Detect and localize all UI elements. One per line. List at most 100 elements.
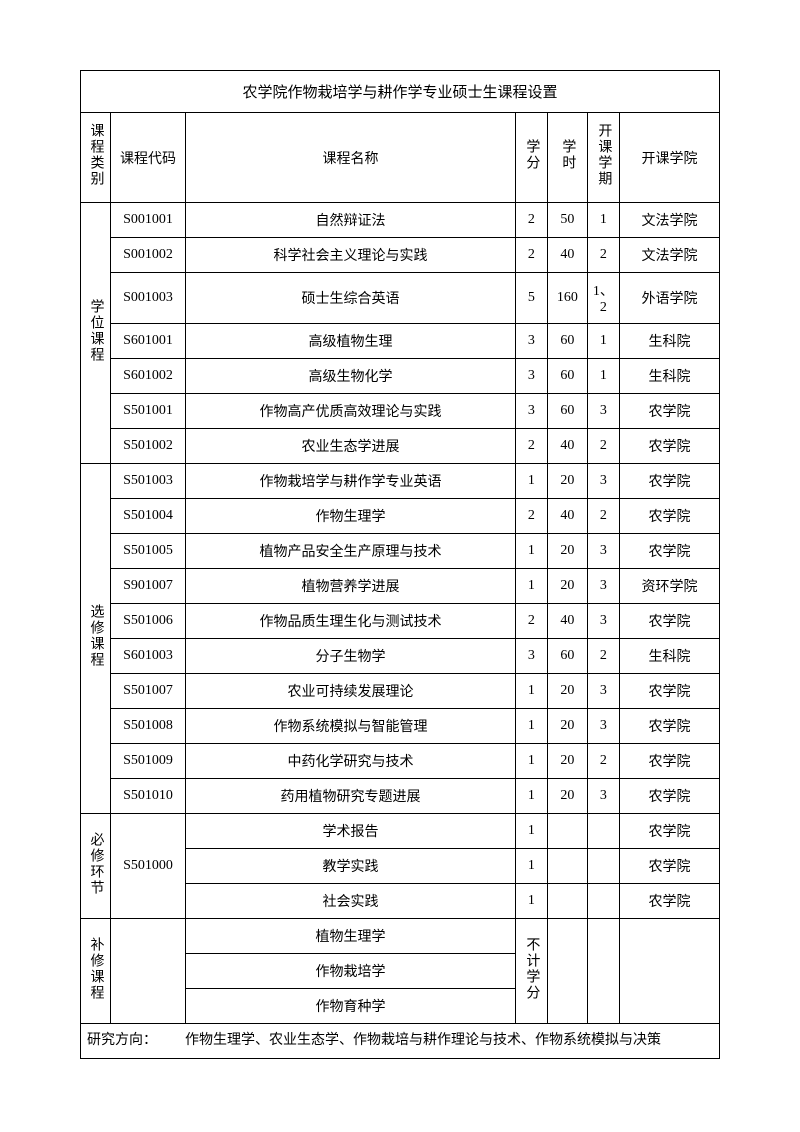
cell-credit: 3 bbox=[515, 324, 547, 359]
cell-college: 农学院 bbox=[619, 394, 719, 429]
cell-term: 3 bbox=[587, 534, 619, 569]
table-row: S501008 作物系统模拟与智能管理 1 20 3 农学院 bbox=[81, 709, 720, 744]
cell-code: S501009 bbox=[111, 744, 186, 779]
cell-code: S501001 bbox=[111, 394, 186, 429]
footer-content: 作物生理学、农业生态学、作物栽培与耕作理论与技术、作物系统模拟与决策 bbox=[185, 1033, 661, 1048]
cell-credit: 3 bbox=[515, 359, 547, 394]
cell-name: 植物产品安全生产原理与技术 bbox=[186, 534, 516, 569]
table-title: 农学院作物栽培学与耕作学专业硕士生课程设置 bbox=[81, 71, 720, 113]
cell-hours: 60 bbox=[547, 639, 587, 674]
cell-college: 资环学院 bbox=[619, 569, 719, 604]
cell-code: S501005 bbox=[111, 534, 186, 569]
cell-term: 2 bbox=[587, 499, 619, 534]
cell-code: S601001 bbox=[111, 324, 186, 359]
table-row: S601003 分子生物学 3 60 2 生科院 bbox=[81, 639, 720, 674]
cell-credit: 1 bbox=[515, 534, 547, 569]
cell-college: 农学院 bbox=[619, 849, 719, 884]
table-row: 补修课程 植物生理学 不计学分 bbox=[81, 919, 720, 954]
cell-hours: 40 bbox=[547, 429, 587, 464]
cell-credit: 2 bbox=[515, 429, 547, 464]
cell-term: 1 bbox=[587, 324, 619, 359]
table-row: S001002 科学社会主义理论与实践 2 40 2 文法学院 bbox=[81, 238, 720, 273]
footer-label: 研究方向： bbox=[87, 1033, 157, 1048]
table-title-row: 农学院作物栽培学与耕作学专业硕士生课程设置 bbox=[81, 71, 720, 113]
cell-code: S601002 bbox=[111, 359, 186, 394]
table-header-row: 课程类别 课程代码 课程名称 学分 学时 开课学期 开课学院 bbox=[81, 113, 720, 203]
cell-name: 中药化学研究与技术 bbox=[186, 744, 516, 779]
cell-college: 外语学院 bbox=[619, 273, 719, 324]
cell-term: 2 bbox=[587, 238, 619, 273]
cell-term: 2 bbox=[587, 744, 619, 779]
cell-college: 农学院 bbox=[619, 534, 719, 569]
cell-hours bbox=[547, 814, 587, 849]
table-row: S501006 作物品质生理生化与测试技术 2 40 3 农学院 bbox=[81, 604, 720, 639]
cell-credit: 1 bbox=[515, 884, 547, 919]
table-row: 必修环节 S501000 学术报告 1 农学院 bbox=[81, 814, 720, 849]
cell-code: S501006 bbox=[111, 604, 186, 639]
cell-credit: 2 bbox=[515, 604, 547, 639]
cell-college: 生科院 bbox=[619, 639, 719, 674]
cell-college: 农学院 bbox=[619, 604, 719, 639]
cell-college: 文法学院 bbox=[619, 238, 719, 273]
cell-code: S501003 bbox=[111, 464, 186, 499]
header-name: 课程名称 bbox=[186, 113, 516, 203]
cell-credit: 1 bbox=[515, 464, 547, 499]
cell-term: 3 bbox=[587, 779, 619, 814]
category-degree: 学位课程 bbox=[81, 203, 111, 464]
cell-code: S901007 bbox=[111, 569, 186, 604]
cell-credit: 1 bbox=[515, 744, 547, 779]
cell-credit: 3 bbox=[515, 394, 547, 429]
cell-hours: 20 bbox=[547, 534, 587, 569]
cell-name: 药用植物研究专题进展 bbox=[186, 779, 516, 814]
cell-name: 作物系统模拟与智能管理 bbox=[186, 709, 516, 744]
cell-code: S501004 bbox=[111, 499, 186, 534]
cell-code: S501000 bbox=[111, 814, 186, 919]
cell-college: 农学院 bbox=[619, 779, 719, 814]
cell-term: 3 bbox=[587, 709, 619, 744]
cell-name: 教学实践 bbox=[186, 849, 516, 884]
cell-term-empty bbox=[587, 919, 619, 1024]
table-row: 学位课程 S001001 自然辩证法 2 50 1 文法学院 bbox=[81, 203, 720, 238]
cell-hours: 50 bbox=[547, 203, 587, 238]
category-remedial: 补修课程 bbox=[81, 919, 111, 1024]
cell-college: 农学院 bbox=[619, 884, 719, 919]
cell-hours: 40 bbox=[547, 238, 587, 273]
cell-term: 3 bbox=[587, 464, 619, 499]
cell-college: 农学院 bbox=[619, 499, 719, 534]
cell-college: 农学院 bbox=[619, 464, 719, 499]
table-row: S601001 高级植物生理 3 60 1 生科院 bbox=[81, 324, 720, 359]
cell-name: 作物品质生理生化与测试技术 bbox=[186, 604, 516, 639]
cell-college: 农学院 bbox=[619, 744, 719, 779]
header-category: 课程类别 bbox=[81, 113, 111, 203]
category-required: 必修环节 bbox=[81, 814, 111, 919]
cell-name: 农业可持续发展理论 bbox=[186, 674, 516, 709]
cell-name: 高级生物化学 bbox=[186, 359, 516, 394]
cell-hours: 40 bbox=[547, 499, 587, 534]
cell-hours: 20 bbox=[547, 744, 587, 779]
cell-name: 农业生态学进展 bbox=[186, 429, 516, 464]
cell-code: S501008 bbox=[111, 709, 186, 744]
cell-name: 学术报告 bbox=[186, 814, 516, 849]
header-credit: 学分 bbox=[515, 113, 547, 203]
cell-name: 高级植物生理 bbox=[186, 324, 516, 359]
cell-code: S601003 bbox=[111, 639, 186, 674]
table-row: S001003 硕士生综合英语 5 160 1、2 外语学院 bbox=[81, 273, 720, 324]
cell-hours: 40 bbox=[547, 604, 587, 639]
cell-college-empty bbox=[619, 919, 719, 1024]
cell-term: 3 bbox=[587, 604, 619, 639]
cell-code: S001003 bbox=[111, 273, 186, 324]
header-term: 开课学期 bbox=[587, 113, 619, 203]
cell-hours bbox=[547, 884, 587, 919]
cell-credit: 2 bbox=[515, 238, 547, 273]
cell-hours bbox=[547, 849, 587, 884]
table-row: S501001 作物高产优质高效理论与实践 3 60 3 农学院 bbox=[81, 394, 720, 429]
cell-name: 社会实践 bbox=[186, 884, 516, 919]
cell-credit: 3 bbox=[515, 639, 547, 674]
footer-cell: 研究方向： 作物生理学、农业生态学、作物栽培与耕作理论与技术、作物系统模拟与决策 bbox=[81, 1024, 720, 1059]
cell-code: S001002 bbox=[111, 238, 186, 273]
cell-name: 作物育种学 bbox=[186, 989, 516, 1024]
cell-hours: 20 bbox=[547, 709, 587, 744]
table-row: S501010 药用植物研究专题进展 1 20 3 农学院 bbox=[81, 779, 720, 814]
cell-college: 生科院 bbox=[619, 324, 719, 359]
cell-hours: 20 bbox=[547, 674, 587, 709]
